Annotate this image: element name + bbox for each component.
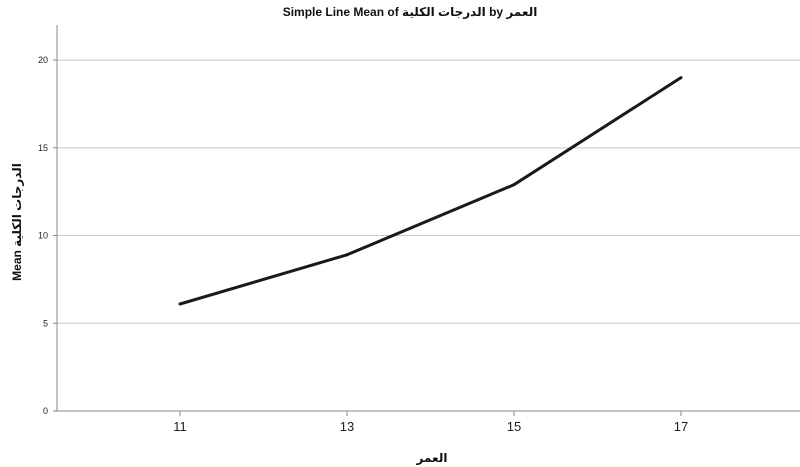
data-point (178, 302, 182, 306)
x-axis-ticks: 11 13 15 17 (173, 411, 688, 434)
y-axis-ticks: 0 5 10 15 20 (38, 55, 57, 416)
data-point (512, 183, 516, 187)
x-tick-label: 15 (507, 419, 521, 434)
x-tick-label: 13 (340, 419, 354, 434)
y-tick-label: 10 (38, 231, 48, 241)
gridlines (57, 59, 800, 324)
x-tick-label: 11 (173, 419, 187, 434)
chart-title: Simple Line Mean of الدرجات الكلية by ال… (283, 5, 538, 19)
y-tick-label: 0 (43, 406, 48, 416)
y-tick-label: 15 (38, 143, 48, 153)
series-group (178, 76, 683, 306)
series-line (179, 76, 682, 306)
y-tick-label: 5 (43, 318, 48, 328)
x-tick-label: 17 (674, 419, 688, 434)
x-axis-label: العمر (416, 451, 448, 465)
data-point (679, 76, 683, 80)
y-axis-label: Mean الدرجات الكلية (10, 163, 24, 281)
data-point (345, 253, 349, 257)
y-tick-label: 20 (38, 55, 48, 65)
